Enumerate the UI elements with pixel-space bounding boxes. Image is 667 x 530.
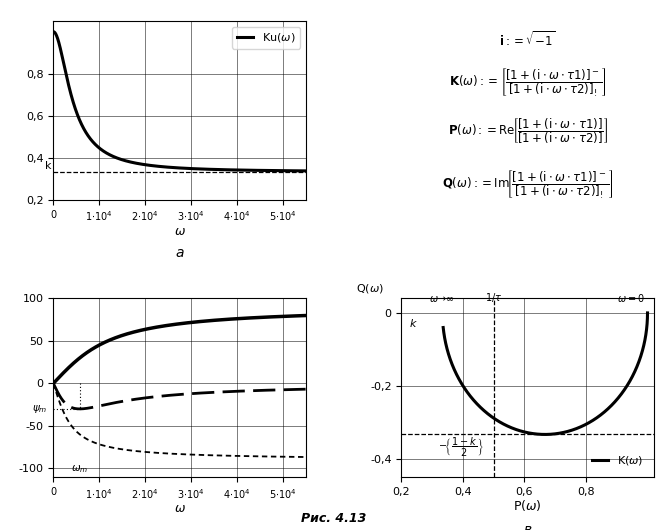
Text: k: k: [45, 161, 51, 171]
$\phi_2(\omega)$: [62, 414, 70, 420]
Text: $\omega=0$: $\omega=0$: [617, 292, 644, 304]
$\psi(\omega)$: [250, 387, 258, 394]
$\phi_1(\omega)$: [49, 380, 57, 386]
Text: $\psi_m$: $\psi_m$: [33, 403, 48, 415]
Text: $\omega\!\to\!\infty$: $\omega\!\to\!\infty$: [430, 294, 456, 304]
Legend: $\phi_1(\omega)$, $\phi_2(\omega)$, $\psi(\omega)$: $\phi_1(\omega)$, $\phi_2(\omega)$, $\ps…: [72, 527, 287, 530]
$\phi_1(\omega)$: [62, 367, 70, 374]
Text: в: в: [524, 523, 532, 530]
$\phi_2(\omega)$: [209, 452, 217, 458]
$\psi(\omega)$: [301, 386, 309, 392]
Legend: $\mathrm{Ku}(\omega)$: $\mathrm{Ku}(\omega)$: [232, 26, 300, 49]
Line: $\phi_1(\omega)$: $\phi_1(\omega)$: [53, 315, 305, 383]
X-axis label: $\mathrm{P}(\omega)$: $\mathrm{P}(\omega)$: [513, 498, 542, 513]
X-axis label: $\omega$: $\omega$: [173, 225, 185, 238]
Text: $\omega_m$: $\omega_m$: [71, 464, 89, 475]
$\phi_2(\omega)$: [141, 449, 149, 455]
Text: $\mathbf{i} := \sqrt{-1}$: $\mathbf{i} := \sqrt{-1}$: [500, 30, 556, 49]
$\phi_1(\omega)$: [236, 315, 244, 322]
Text: а: а: [175, 246, 183, 260]
$\psi(\omega)$: [141, 395, 149, 401]
$\phi_2(\omega)$: [250, 453, 258, 460]
$\phi_1(\omega)$: [141, 326, 149, 333]
$\phi_1(\omega)$: [199, 318, 207, 324]
$\phi_1(\omega)$: [209, 317, 217, 323]
Text: $1/\tau$: $1/\tau$: [485, 291, 502, 304]
Text: $k$: $k$: [410, 317, 418, 329]
X-axis label: $\omega$: $\omega$: [173, 502, 185, 515]
$\phi_2(\omega)$: [236, 453, 244, 459]
$\psi(\omega)$: [236, 388, 244, 394]
Text: Рис. 4.13: Рис. 4.13: [301, 512, 366, 525]
Text: $\mathbf{P}(\omega) := \mathrm{Re}\!\left[\dfrac{[1+(\mathrm{i}\cdot\omega\cdot\: $\mathbf{P}(\omega) := \mathrm{Re}\!\lef…: [448, 116, 608, 146]
$\psi(\omega)$: [49, 380, 57, 386]
Legend: $\mathrm{K}(\omega)$: $\mathrm{K}(\omega)$: [587, 449, 648, 472]
Text: $\mathrm{Q}(\omega)$: $\mathrm{Q}(\omega)$: [356, 281, 384, 295]
Text: $\mathbf{Q}(\omega) := \mathrm{Im}\!\left[\dfrac{[1+(\mathrm{i}\cdot\omega\cdot\: $\mathbf{Q}(\omega) := \mathrm{Im}\!\lef…: [442, 168, 613, 200]
$\phi_1(\omega)$: [301, 312, 309, 319]
$\psi(\omega)$: [76, 406, 84, 412]
$\psi(\omega)$: [199, 390, 207, 396]
$\phi_1(\omega)$: [250, 315, 258, 321]
$\phi_2(\omega)$: [301, 454, 309, 460]
Text: $-\!\left\{\dfrac{1-k}{2}\right\}$: $-\!\left\{\dfrac{1-k}{2}\right\}$: [438, 436, 484, 460]
$\psi(\omega)$: [209, 389, 217, 395]
Line: $\phi_2(\omega)$: $\phi_2(\omega)$: [53, 383, 305, 457]
$\phi_2(\omega)$: [49, 380, 57, 386]
$\psi(\omega)$: [62, 401, 70, 407]
$\phi_2(\omega)$: [199, 452, 207, 458]
Line: $\psi(\omega)$: $\psi(\omega)$: [53, 383, 305, 409]
Text: $\mathbf{K}(\omega) := \left[\dfrac{[1+(\mathrm{i}\cdot\omega\cdot\tau 1)]^-}{[1: $\mathbf{K}(\omega) := \left[\dfrac{[1+(…: [449, 66, 606, 98]
